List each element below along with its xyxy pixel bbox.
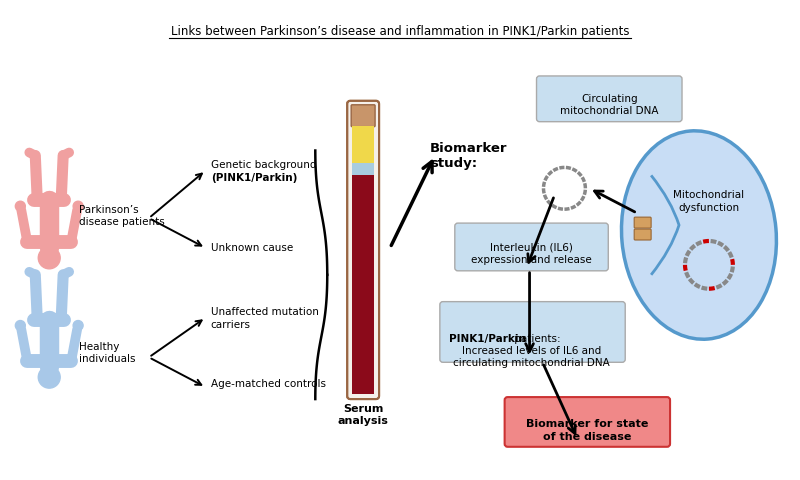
Text: Circulating: Circulating <box>581 94 638 104</box>
FancyBboxPatch shape <box>347 101 379 399</box>
Text: individuals: individuals <box>79 354 136 364</box>
Text: analysis: analysis <box>338 416 389 426</box>
Text: Increased levels of IL6 and: Increased levels of IL6 and <box>462 347 601 356</box>
Text: Biomarker: Biomarker <box>430 142 507 155</box>
Text: carriers: carriers <box>210 320 250 329</box>
Text: Serum: Serum <box>343 404 383 414</box>
Text: PINK1/Parkin: PINK1/Parkin <box>449 335 526 345</box>
Circle shape <box>73 201 83 211</box>
FancyBboxPatch shape <box>634 229 651 240</box>
Circle shape <box>38 366 60 388</box>
Circle shape <box>15 321 26 330</box>
Bar <box>352 164 374 175</box>
Text: Genetic background: Genetic background <box>210 160 316 170</box>
FancyBboxPatch shape <box>505 397 670 447</box>
Text: Unaffected mutation: Unaffected mutation <box>210 307 318 317</box>
Text: Links between Parkinson’s disease and inflammation in PINK1/Parkin patients: Links between Parkinson’s disease and in… <box>170 24 630 38</box>
Text: Biomarker for state: Biomarker for state <box>526 419 649 429</box>
Text: (PINK1/Parkin): (PINK1/Parkin) <box>210 173 297 183</box>
Text: Age-matched controls: Age-matched controls <box>210 379 326 389</box>
FancyBboxPatch shape <box>351 105 375 127</box>
FancyBboxPatch shape <box>440 301 626 362</box>
Text: expression and release: expression and release <box>471 255 592 265</box>
Ellipse shape <box>622 131 777 339</box>
Text: dysfunction: dysfunction <box>678 203 739 213</box>
Circle shape <box>73 321 83 330</box>
Bar <box>352 175 374 394</box>
Text: Mitochondrial: Mitochondrial <box>674 190 745 200</box>
Text: mitochondrial DNA: mitochondrial DNA <box>560 106 658 116</box>
FancyBboxPatch shape <box>634 217 651 228</box>
Bar <box>352 126 374 164</box>
Text: Unknown cause: Unknown cause <box>210 243 293 253</box>
Text: disease patients: disease patients <box>79 217 165 227</box>
Text: Healthy: Healthy <box>79 342 119 352</box>
Text: circulating mitochondrial DNA: circulating mitochondrial DNA <box>453 358 610 368</box>
FancyBboxPatch shape <box>455 223 608 271</box>
Text: Interleukin (IL6): Interleukin (IL6) <box>490 243 573 253</box>
FancyBboxPatch shape <box>537 76 682 122</box>
Circle shape <box>38 247 60 269</box>
Text: patients:: patients: <box>510 335 560 345</box>
Circle shape <box>15 201 26 211</box>
Text: of the disease: of the disease <box>543 432 631 442</box>
Text: study:: study: <box>430 157 477 170</box>
Text: Parkinson’s: Parkinson’s <box>79 205 138 215</box>
